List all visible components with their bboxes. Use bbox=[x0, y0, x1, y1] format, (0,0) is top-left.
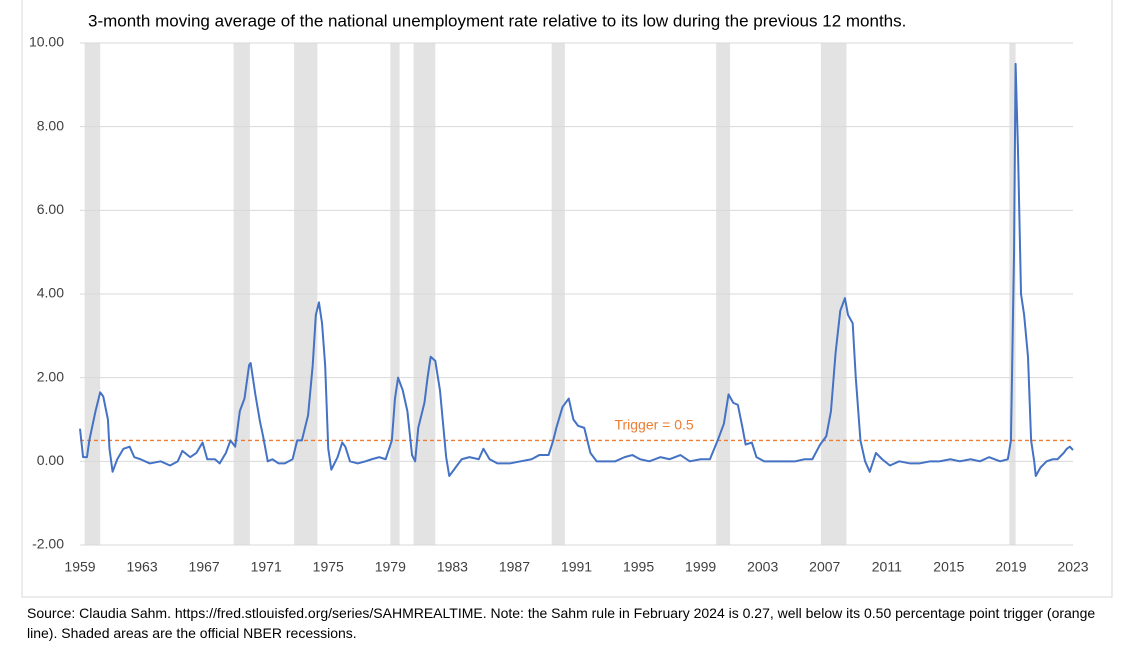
y-tick-label: 0.00 bbox=[37, 452, 64, 468]
x-tick-label: 1963 bbox=[126, 559, 157, 575]
y-tick-label: 10.00 bbox=[29, 34, 64, 50]
y-tick-label: 8.00 bbox=[37, 117, 64, 133]
x-tick-label: 2011 bbox=[872, 559, 902, 575]
chart-subtitle: 3-month moving average of the national u… bbox=[88, 11, 906, 30]
chart-frame bbox=[21, 0, 1113, 598]
y-tick-label: 6.00 bbox=[37, 201, 64, 217]
x-tick-label: 1987 bbox=[499, 559, 530, 575]
x-tick-label: 1959 bbox=[64, 559, 95, 575]
trigger-label: Trigger = 0.5 bbox=[614, 416, 693, 432]
x-tick-label: 2003 bbox=[747, 559, 778, 575]
y-tick-label: 4.00 bbox=[37, 285, 64, 301]
x-tick-label: 2007 bbox=[809, 559, 840, 575]
x-tick-label: 1967 bbox=[189, 559, 220, 575]
x-tick-label: 1999 bbox=[685, 559, 716, 575]
x-tick-label: 1983 bbox=[437, 559, 468, 575]
x-tick-label: 1995 bbox=[623, 559, 654, 575]
x-tick-label: 2019 bbox=[995, 559, 1026, 575]
x-tick-label: 1975 bbox=[313, 559, 344, 575]
y-tick-label: 2.00 bbox=[37, 368, 64, 384]
x-tick-label: 1979 bbox=[375, 559, 406, 575]
x-tick-label: 1971 bbox=[251, 559, 282, 575]
x-tick-label: 1991 bbox=[561, 559, 592, 575]
source-box: Source: Claudia Sahm. https://fred.stlou… bbox=[27, 605, 1096, 641]
x-tick-label: 2015 bbox=[933, 559, 964, 575]
x-tick-label: 2023 bbox=[1057, 559, 1088, 575]
source-note: Source: Claudia Sahm. https://fred.stlou… bbox=[27, 605, 1096, 641]
series-line bbox=[79, 62, 1074, 477]
y-tick-label: -2.00 bbox=[32, 536, 64, 552]
